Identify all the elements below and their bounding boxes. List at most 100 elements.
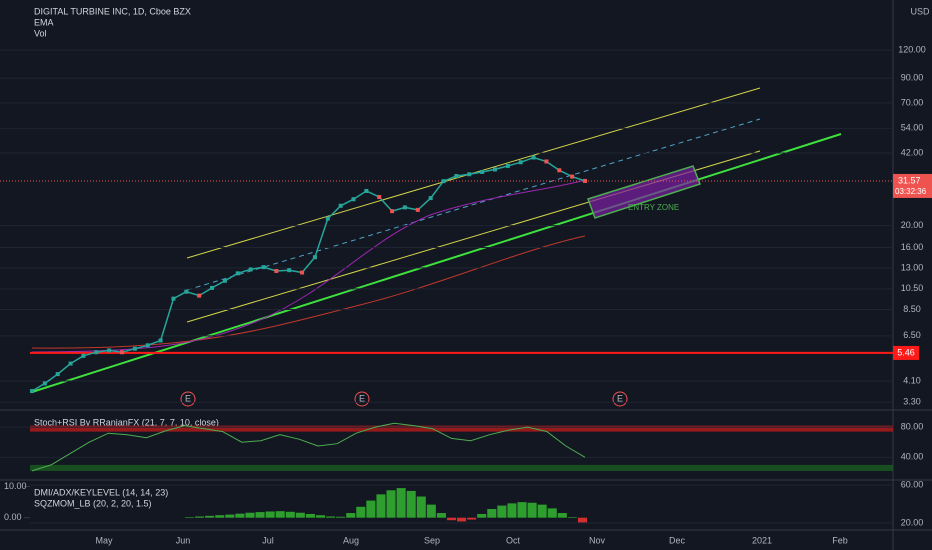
left-tick-label: 0.00 xyxy=(4,512,22,522)
momentum-bar xyxy=(376,494,386,518)
momentum-bar xyxy=(477,513,487,518)
y-tick-label: 20.00 xyxy=(901,517,924,527)
momentum-bar xyxy=(577,517,587,523)
price-tag xyxy=(893,345,919,360)
candle xyxy=(261,265,266,270)
candle xyxy=(377,194,382,199)
y-tick-label: 54.00 xyxy=(901,123,924,133)
y-tick-label: 6.50 xyxy=(903,330,921,340)
ema-mid xyxy=(31,179,586,353)
momentum-bar xyxy=(457,517,467,522)
candle xyxy=(338,203,343,208)
candle xyxy=(544,159,549,164)
momentum-bar xyxy=(406,490,416,518)
left-tick-label: 10.00 xyxy=(4,481,27,491)
momentum-bar xyxy=(285,511,295,518)
x-tick-label: 2021 xyxy=(752,535,772,545)
y-tick-label: 60.00 xyxy=(901,479,924,489)
candle xyxy=(248,267,253,272)
earnings: E xyxy=(185,393,191,403)
momentum-bar xyxy=(557,513,567,518)
candle xyxy=(415,207,420,212)
momentum-bar xyxy=(527,502,537,518)
candle xyxy=(68,361,73,366)
candle xyxy=(570,174,575,179)
momentum-bar xyxy=(436,513,446,518)
momentum-bar xyxy=(245,512,255,518)
candle xyxy=(364,188,369,193)
price-tag-label: 5.46 xyxy=(897,347,915,357)
momentum-bar xyxy=(195,516,205,518)
momentum-bar xyxy=(446,517,457,521)
candle xyxy=(184,289,189,294)
candle xyxy=(235,271,240,276)
momentum-bar xyxy=(547,508,557,518)
candle xyxy=(441,179,446,184)
countdown: 03:32:36 xyxy=(895,187,927,196)
candle xyxy=(222,278,227,283)
candle xyxy=(274,268,279,273)
y-tick-label: 20.00 xyxy=(901,220,924,230)
momentum-bar xyxy=(326,516,336,518)
momentum-bar xyxy=(356,506,366,518)
stoch-title: Stoch+RSI By RRanjanFX (21, 7, 7, 10, cl… xyxy=(34,417,219,427)
momentum-bar xyxy=(275,511,285,518)
momentum-bar xyxy=(537,504,547,518)
momentum-bar xyxy=(467,517,477,520)
momentum-bar xyxy=(386,490,396,518)
candle xyxy=(120,350,125,355)
momentum-bar xyxy=(517,502,527,518)
earnings: E xyxy=(617,393,623,403)
momentum-bar xyxy=(416,496,426,518)
momentum-bar xyxy=(225,514,235,518)
momentum-bar xyxy=(396,488,406,518)
y-tick-label: 80.00 xyxy=(901,421,924,431)
plot-bg xyxy=(0,0,893,550)
price-line xyxy=(31,156,586,392)
candle xyxy=(210,285,215,290)
candle xyxy=(583,178,587,183)
candle xyxy=(81,353,86,358)
candle xyxy=(30,389,34,394)
sqz-title: SQZMOM_LB (20, 2, 20, 1.5) xyxy=(34,498,152,508)
entry-zone: ENTRY ZONE xyxy=(587,165,701,219)
momentum-bar xyxy=(487,508,497,518)
y-tick-label: 4.10 xyxy=(903,375,921,385)
momentum-bar xyxy=(366,500,376,518)
symbol: DIGITAL TURBINE INC, 1D, Cboe BZX xyxy=(34,6,191,16)
candle xyxy=(480,169,485,174)
candle xyxy=(94,350,99,355)
entry-zone-label: ENTRY ZONE xyxy=(628,203,679,212)
momentum-bar xyxy=(507,503,517,518)
y-tick-label: 70.00 xyxy=(901,97,924,107)
y-tick-label: 40.00 xyxy=(901,452,924,462)
study: Vol xyxy=(34,28,47,38)
momentum-bar xyxy=(567,517,577,518)
candle xyxy=(428,196,433,201)
x-tick-label: Oct xyxy=(506,535,521,545)
candle xyxy=(325,216,330,221)
y-tick-label: 13.00 xyxy=(901,262,924,272)
price-tag-label: 31.57 xyxy=(898,175,921,185)
candle xyxy=(531,155,536,160)
candle xyxy=(505,163,510,168)
x-tick-label: Aug xyxy=(343,535,359,545)
earnings-markers: E E E xyxy=(180,391,628,407)
candle xyxy=(287,268,292,273)
momentum-bar xyxy=(215,515,225,518)
momentum-bar xyxy=(255,512,265,518)
y-tick-label: 120.00 xyxy=(898,44,926,54)
momentum-bar xyxy=(426,504,436,518)
study: EMA xyxy=(34,17,54,27)
candle xyxy=(300,270,305,275)
candle xyxy=(107,348,112,353)
oversold-band xyxy=(30,464,893,471)
candle xyxy=(390,209,395,214)
momentum-bar xyxy=(315,515,326,518)
y-tick-label: 3.30 xyxy=(903,397,921,407)
y-tick-label: 42.00 xyxy=(901,147,924,157)
momentum-bar xyxy=(265,511,275,518)
momentum-bar xyxy=(205,515,215,518)
candle xyxy=(557,168,562,173)
